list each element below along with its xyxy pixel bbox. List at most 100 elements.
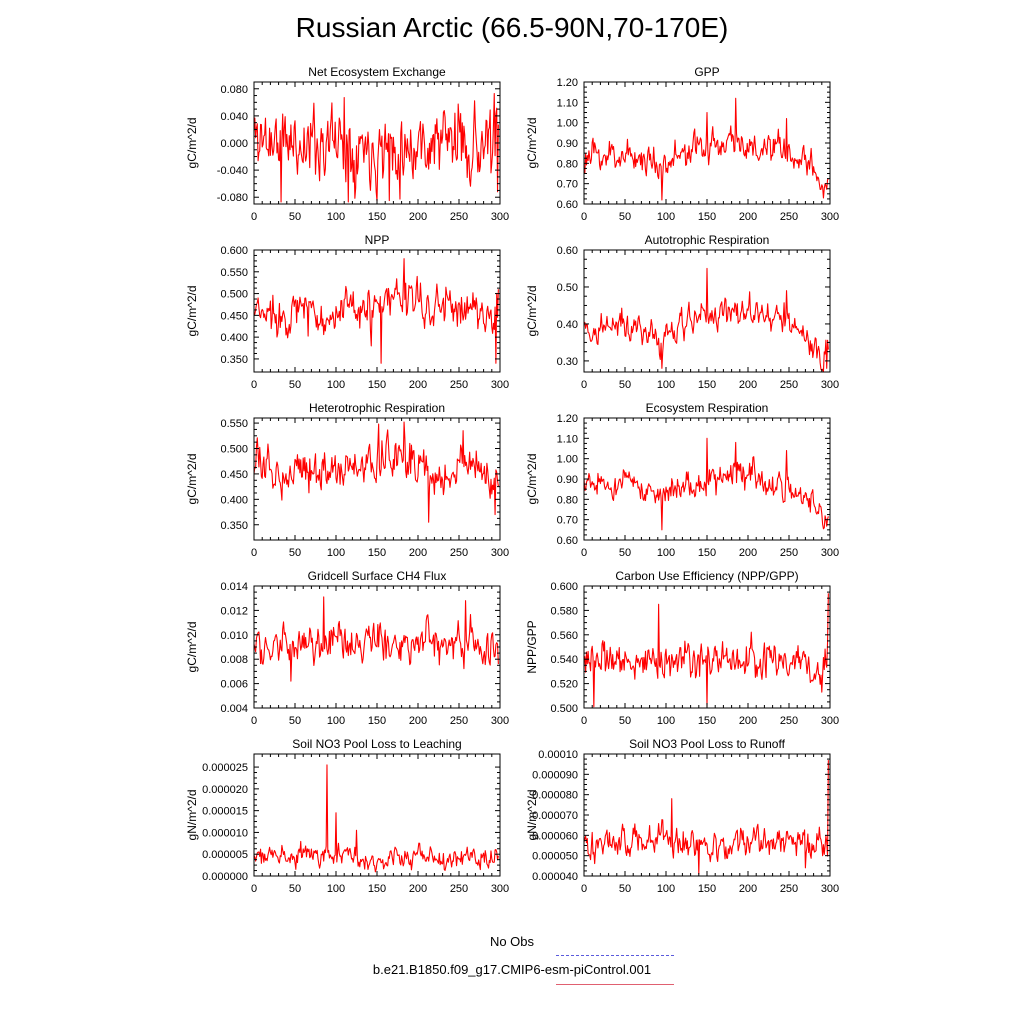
y-axis-label: gN/m^2/d [185, 790, 199, 841]
x-tick-label: 300 [491, 715, 509, 727]
chart-panel: Heterotrophic Respiration gC/m^2/d 0 50 100 1… [185, 401, 509, 559]
y-tick-label: 0.90 [557, 474, 578, 486]
y-tick-label: 0.000070 [532, 810, 578, 822]
y-tick-label: 0.000060 [532, 830, 578, 842]
chart-title: GPP [694, 65, 719, 79]
series-line [253, 596, 499, 682]
x-tick-label: 250 [780, 211, 798, 223]
y-axis-label: gC/m^2/d [525, 118, 539, 169]
y-tick-label: 0.80 [557, 158, 578, 170]
y-tick-label: 0.080 [220, 84, 248, 96]
x-tick-label: 100 [657, 715, 675, 727]
y-tick-label: 0.90 [557, 138, 578, 150]
x-tick-label: 250 [450, 379, 468, 391]
y-tick-label: 0.350 [220, 520, 248, 532]
y-tick-label: 0.550 [220, 267, 248, 279]
x-tick-label: 200 [739, 379, 757, 391]
chart-panel: Carbon Use Efficiency (NPP/GPP) NPP/GPP 0 5… [525, 569, 839, 727]
y-tick-label: 0.010 [220, 630, 248, 642]
x-tick-label: 0 [251, 715, 257, 727]
y-tick-label: 0.80 [557, 494, 578, 506]
y-tick-label: 0.600 [220, 245, 248, 257]
y-tick-label: 0.580 [550, 605, 578, 617]
y-tick-label: 0.000000 [202, 871, 248, 883]
x-tick-label: 100 [657, 211, 675, 223]
series-line [583, 97, 829, 201]
x-tick-label: 150 [698, 547, 716, 559]
x-tick-label: 200 [409, 715, 427, 727]
x-tick-label: 200 [739, 547, 757, 559]
chart-title: Gridcell Surface CH4 Flux [308, 569, 447, 583]
x-tick-label: 100 [657, 379, 675, 391]
chart-title: NPP [365, 233, 390, 247]
y-tick-label: 1.00 [557, 454, 578, 466]
series-line [583, 437, 829, 531]
chart-title: Ecosystem Respiration [646, 401, 769, 415]
x-tick-label: 200 [409, 883, 427, 895]
x-tick-label: 150 [368, 547, 386, 559]
x-tick-label: 50 [619, 211, 631, 223]
legend-model-line [556, 984, 674, 985]
x-tick-label: 0 [581, 211, 587, 223]
x-tick-label: 300 [821, 547, 839, 559]
x-tick-label: 150 [368, 883, 386, 895]
y-tick-label: 0.30 [557, 356, 578, 368]
x-tick-label: 50 [289, 379, 301, 391]
y-axis-label: gN/m^2/d [525, 790, 539, 841]
series-line [583, 267, 829, 373]
y-tick-label: 0.000 [220, 138, 248, 150]
chart-panel: GPP gC/m^2/d 0 50 100 150 200 250 300 0.60 0.70 0.8… [525, 65, 839, 223]
y-tick-label: 0.000090 [532, 769, 578, 781]
x-tick-label: 100 [657, 883, 675, 895]
x-tick-label: 50 [289, 211, 301, 223]
series-line [583, 760, 829, 875]
y-tick-label: 0.000010 [202, 827, 248, 839]
chart-panel: NPP gC/m^2/d 0 50 100 150 200 250 300 0.350 0.400 0… [185, 233, 509, 391]
plot-frame [253, 249, 501, 373]
y-tick-label: 0.60 [557, 199, 578, 211]
y-tick-label: 0.600 [550, 581, 578, 593]
y-axis-label: gC/m^2/d [525, 286, 539, 337]
x-tick-label: 0 [251, 547, 257, 559]
x-tick-label: 300 [821, 715, 839, 727]
chart-title: Net Ecosystem Exchange [308, 65, 446, 79]
y-tick-label: 0.540 [550, 654, 578, 666]
x-tick-label: 150 [368, 211, 386, 223]
legend-obs-label: No Obs [489, 934, 535, 949]
y-axis-label: gC/m^2/d [185, 286, 199, 337]
x-tick-label: 100 [327, 547, 345, 559]
y-tick-label: 0.60 [557, 535, 578, 547]
y-axis-label: gC/m^2/d [185, 118, 199, 169]
x-tick-label: 50 [619, 883, 631, 895]
chart-panel: Soil NO3 Pool Loss to Runoff gN/m^2/d 0 50 1… [525, 737, 839, 895]
x-tick-label: 0 [251, 211, 257, 223]
x-tick-label: 100 [327, 715, 345, 727]
x-tick-label: 150 [368, 715, 386, 727]
chart-title: Carbon Use Efficiency (NPP/GPP) [615, 569, 798, 583]
x-tick-label: 0 [251, 883, 257, 895]
x-tick-label: 100 [327, 883, 345, 895]
y-tick-label: 1.10 [557, 97, 578, 109]
x-tick-label: 200 [409, 211, 427, 223]
page-title: Russian Arctic (66.5-90N,70-170E) [295, 12, 729, 43]
y-tick-label: 0.004 [220, 703, 248, 715]
x-tick-label: 100 [327, 211, 345, 223]
x-tick-label: 150 [698, 379, 716, 391]
x-tick-label: 50 [619, 379, 631, 391]
y-tick-label: -0.080 [217, 192, 248, 204]
y-tick-label: 0.00010 [538, 749, 578, 761]
y-axis-label: gC/m^2/d [185, 622, 199, 673]
y-tick-label: -0.040 [217, 165, 248, 177]
y-tick-label: 0.008 [220, 654, 248, 666]
x-tick-label: 300 [821, 211, 839, 223]
x-tick-label: 150 [698, 883, 716, 895]
x-tick-label: 50 [619, 547, 631, 559]
x-tick-label: 0 [251, 379, 257, 391]
y-tick-label: 0.70 [557, 515, 578, 527]
y-tick-label: 0.000050 [532, 851, 578, 863]
y-tick-label: 0.500 [220, 444, 248, 456]
y-tick-label: 1.20 [557, 413, 578, 425]
series-line [253, 764, 499, 873]
chart-title: Heterotrophic Respiration [309, 401, 445, 415]
